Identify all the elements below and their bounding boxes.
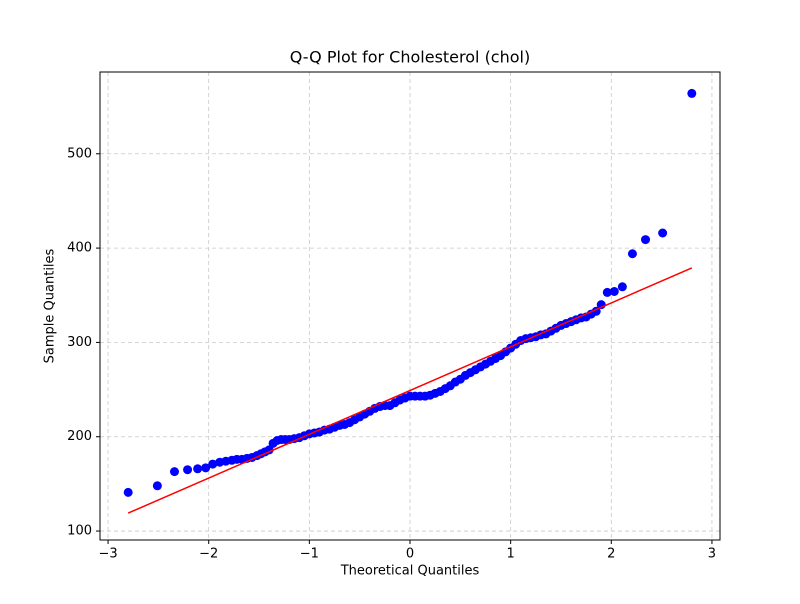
y-axis-label: Sample Quantiles bbox=[43, 248, 58, 363]
x-axis-label: Theoretical Quantiles bbox=[340, 564, 480, 579]
point bbox=[687, 88, 697, 98]
chart-title: Q-Q Plot for Cholesterol (chol) bbox=[290, 48, 530, 67]
plot-frame bbox=[99, 71, 721, 541]
point bbox=[193, 464, 203, 474]
point bbox=[201, 463, 211, 473]
point bbox=[169, 467, 179, 477]
y-tick-label: 500 bbox=[67, 146, 92, 161]
point bbox=[627, 249, 637, 259]
x-tick-label: −1 bbox=[300, 547, 319, 562]
y-tick-label: 300 bbox=[67, 335, 92, 350]
point bbox=[609, 286, 619, 296]
x-tick-label: −2 bbox=[199, 547, 218, 562]
x-tick-label: 1 bbox=[507, 547, 515, 562]
point bbox=[658, 228, 668, 238]
y-tick-label: 100 bbox=[67, 524, 92, 539]
x-tick-label: 2 bbox=[607, 547, 615, 562]
fit-line bbox=[127, 267, 693, 514]
x-tick-label: 3 bbox=[708, 547, 716, 562]
point bbox=[602, 287, 612, 297]
point bbox=[641, 235, 651, 245]
point bbox=[152, 481, 162, 491]
point bbox=[617, 282, 627, 292]
x-tick-label: −3 bbox=[98, 547, 117, 562]
point bbox=[123, 487, 133, 497]
y-tick-label: 400 bbox=[67, 241, 92, 256]
x-tick-label: 0 bbox=[406, 547, 414, 562]
y-tick-label: 200 bbox=[67, 429, 92, 444]
point bbox=[208, 459, 218, 469]
point bbox=[183, 465, 193, 475]
